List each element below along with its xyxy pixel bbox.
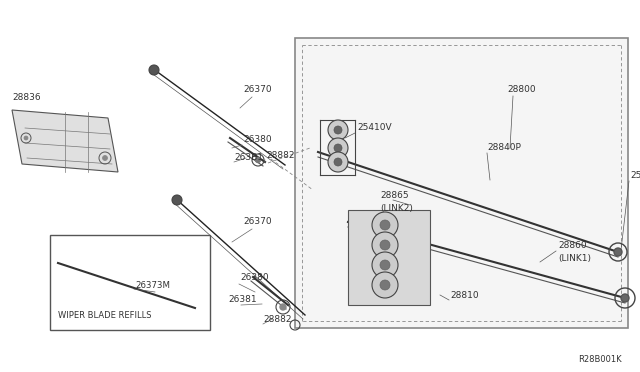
Circle shape bbox=[334, 144, 342, 152]
Polygon shape bbox=[12, 110, 118, 172]
Text: 26370: 26370 bbox=[243, 218, 271, 227]
Text: 26380: 26380 bbox=[243, 135, 271, 144]
Text: 26373M: 26373M bbox=[135, 280, 170, 289]
Text: 28860: 28860 bbox=[558, 241, 587, 250]
Circle shape bbox=[334, 158, 342, 166]
Circle shape bbox=[372, 212, 398, 238]
Circle shape bbox=[380, 260, 390, 270]
Text: 28810: 28810 bbox=[450, 291, 479, 299]
Text: 25410V: 25410V bbox=[357, 124, 392, 132]
Circle shape bbox=[372, 272, 398, 298]
Text: 28882: 28882 bbox=[263, 315, 291, 324]
Circle shape bbox=[380, 280, 390, 290]
Circle shape bbox=[149, 65, 159, 75]
Text: (LINK1): (LINK1) bbox=[558, 253, 591, 263]
Text: 26381: 26381 bbox=[228, 295, 257, 305]
Circle shape bbox=[334, 126, 342, 134]
Circle shape bbox=[24, 136, 28, 140]
Text: 28882: 28882 bbox=[266, 151, 294, 160]
Text: 26370: 26370 bbox=[243, 86, 271, 94]
Text: 28836: 28836 bbox=[12, 93, 40, 103]
Circle shape bbox=[372, 232, 398, 258]
Circle shape bbox=[372, 252, 398, 278]
Circle shape bbox=[380, 240, 390, 250]
Circle shape bbox=[255, 157, 260, 163]
Text: 28800: 28800 bbox=[507, 86, 536, 94]
Bar bbox=[50, 235, 210, 330]
Polygon shape bbox=[348, 210, 430, 305]
Circle shape bbox=[172, 195, 182, 205]
Text: 28840P: 28840P bbox=[487, 144, 521, 153]
Text: WIPER BLADE REFILLS: WIPER BLADE REFILLS bbox=[58, 311, 152, 321]
Circle shape bbox=[280, 304, 286, 310]
Circle shape bbox=[328, 152, 348, 172]
Text: (LINK2): (LINK2) bbox=[380, 203, 413, 212]
Circle shape bbox=[380, 220, 390, 230]
Text: 26380: 26380 bbox=[240, 273, 269, 282]
Text: 263B1: 263B1 bbox=[234, 153, 263, 161]
Circle shape bbox=[621, 294, 629, 302]
Text: R28B001K: R28B001K bbox=[579, 356, 622, 365]
Circle shape bbox=[328, 120, 348, 140]
Text: 25410V: 25410V bbox=[630, 170, 640, 180]
Polygon shape bbox=[295, 38, 628, 328]
Text: 28865: 28865 bbox=[380, 190, 408, 199]
Circle shape bbox=[102, 155, 108, 160]
Circle shape bbox=[614, 248, 622, 256]
Circle shape bbox=[328, 138, 348, 158]
